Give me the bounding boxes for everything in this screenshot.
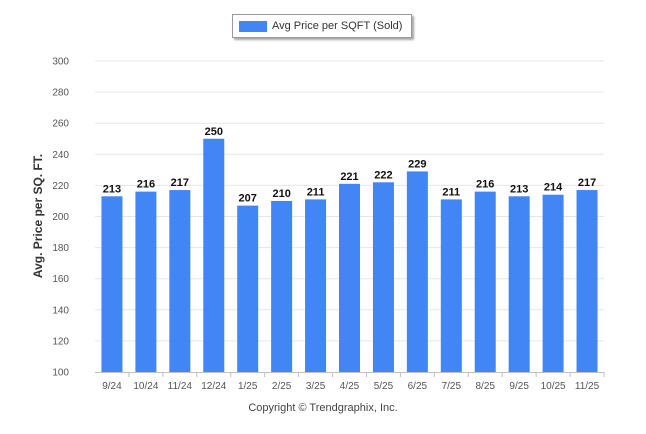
y-tick-label: 180 xyxy=(52,243,69,254)
legend: Avg Price per SQFT (Sold) xyxy=(232,14,412,38)
bar xyxy=(135,191,157,372)
bar xyxy=(474,191,496,372)
x-tick-label: 5/25 xyxy=(374,381,394,392)
data-label: 250 xyxy=(205,126,223,138)
bar xyxy=(237,205,259,372)
bar xyxy=(508,196,530,372)
y-tick-label: 260 xyxy=(52,119,69,130)
bar xyxy=(406,171,428,372)
x-tick-label: 10/25 xyxy=(541,381,566,392)
x-tick-label: 10/24 xyxy=(133,381,158,392)
y-tick-label: 220 xyxy=(52,181,69,192)
data-label: 210 xyxy=(272,188,290,200)
x-tick-label: 7/25 xyxy=(442,381,462,392)
x-tick-label: 12/24 xyxy=(201,381,226,392)
x-tick-label: 11/25 xyxy=(575,381,600,392)
data-label: 213 xyxy=(103,183,121,195)
bar xyxy=(542,194,564,372)
y-tick-label: 160 xyxy=(52,274,69,285)
x-tick-label: 4/25 xyxy=(340,381,360,392)
bar xyxy=(576,190,598,372)
data-label: 222 xyxy=(374,169,392,181)
data-label: 221 xyxy=(340,171,358,183)
data-label: 214 xyxy=(544,182,563,194)
y-tick-label: 100 xyxy=(52,368,69,379)
x-tick-label: 2/25 xyxy=(272,381,292,392)
data-label: 211 xyxy=(307,186,325,198)
data-label: 217 xyxy=(171,177,189,189)
legend-label: Avg Price per SQFT (Sold) xyxy=(272,20,403,32)
y-tick-label: 280 xyxy=(52,88,69,99)
bar xyxy=(440,199,462,372)
bar xyxy=(305,199,327,372)
bar xyxy=(372,182,394,372)
x-tick-label: 9/25 xyxy=(509,381,529,392)
data-label: 217 xyxy=(578,177,596,189)
data-label: 213 xyxy=(510,183,528,195)
y-tick-label: 200 xyxy=(52,212,69,223)
x-tick-label: 1/25 xyxy=(238,381,258,392)
x-tick-label: 8/25 xyxy=(475,381,495,392)
bar xyxy=(101,196,123,372)
copyright-footer: Copyright © Trendgraphix, Inc. xyxy=(248,402,398,414)
y-tick-label: 240 xyxy=(52,150,69,161)
bar xyxy=(169,190,191,372)
x-tick-label: 9/24 xyxy=(102,381,122,392)
bar xyxy=(203,138,225,372)
bar xyxy=(339,183,360,372)
legend-swatch xyxy=(239,20,267,32)
bar xyxy=(271,200,293,372)
x-tick-label: 6/25 xyxy=(408,381,428,392)
x-tick-label: 11/24 xyxy=(168,381,193,392)
y-tick-label: 300 xyxy=(52,57,69,68)
data-label: 229 xyxy=(408,158,426,170)
data-label: 211 xyxy=(442,186,460,198)
y-tick-label: 120 xyxy=(52,336,69,347)
data-label: 207 xyxy=(239,193,257,205)
data-label: 216 xyxy=(137,179,155,191)
y-tick-label: 140 xyxy=(52,305,69,316)
x-tick-label: 3/25 xyxy=(306,381,326,392)
data-label: 216 xyxy=(476,179,494,191)
